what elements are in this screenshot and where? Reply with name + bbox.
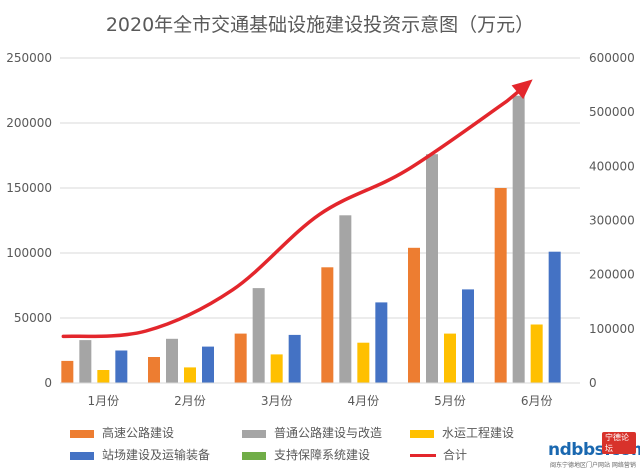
gridlines (60, 57, 580, 319)
x-tick-label: 1月份 (88, 394, 120, 408)
bar (357, 342, 370, 383)
legend-swatch (410, 429, 434, 438)
arrow-head (511, 79, 533, 100)
y2-tick-label: 400000 (589, 159, 635, 173)
total-series-line (61, 84, 527, 339)
bar (426, 154, 438, 383)
y2-tick-label: 100000 (589, 322, 635, 336)
legend-item: 水运工程建设 (410, 424, 514, 441)
bar (148, 357, 160, 383)
legend-label: 水运工程建设 (442, 426, 515, 440)
y2-tick-label: 600000 (589, 51, 635, 65)
axes: 0 50000 100000 150000 200000 250000 0 100000 200… (6, 51, 635, 408)
bar (166, 338, 178, 383)
bar (202, 346, 214, 383)
legend-swatch (242, 451, 266, 460)
bar (184, 367, 196, 383)
legend-label: 支持保障系统建设 (274, 448, 371, 462)
bar (288, 334, 301, 383)
watermark-badge: 宁德论坛 (602, 432, 636, 454)
legend-item: 高速公路建设 (70, 424, 174, 441)
bar (375, 302, 388, 383)
legend-item: 支持保障系统建设 (242, 446, 370, 463)
bar (530, 324, 543, 383)
bar (234, 333, 247, 383)
chart-title: 2020年全市交通基础设施建设投资示意图（万元） (105, 14, 535, 36)
legend-item: 普通公路建设与改造 (242, 424, 382, 441)
bar (444, 333, 456, 383)
y2-tick-label: 500000 (589, 105, 635, 119)
legend: 高速公路建设 普通公路建设与改造 水运工程建设站场建设及运输装备 支持保障系统建设 合计 (70, 424, 570, 468)
bar (270, 354, 283, 383)
y-tick-label: 50000 (14, 311, 52, 325)
x-tick-label: 5月份 (434, 394, 466, 408)
y-tick-label: 100000 (6, 246, 52, 260)
x-tick-label: 2月份 (174, 394, 206, 408)
y-tick-label: 200000 (6, 116, 52, 130)
watermark: ndbbs.com 宁德论坛 闽东宁德地区门户网站 网络营销 (536, 432, 640, 469)
bar (512, 95, 525, 383)
bar (115, 350, 128, 383)
bar (548, 251, 561, 383)
x-tick-label: 6月份 (521, 394, 553, 408)
legend-label: 高速公路建设 (102, 426, 175, 440)
y2-tick-label: 300000 (589, 214, 635, 228)
bar (97, 370, 110, 383)
bar (339, 215, 352, 383)
x-tick-label: 3月份 (261, 394, 293, 408)
legend-label: 普通公路建设与改造 (274, 426, 383, 440)
bar (61, 360, 74, 383)
y-tick-label: 250000 (6, 51, 52, 65)
legend-item: 合计 (410, 446, 467, 463)
bar (252, 288, 265, 383)
bar (462, 289, 474, 383)
x-tick-label: 4月份 (348, 394, 380, 408)
watermark-sub: 闽东宁德地区门户网站 网络营销 (550, 462, 636, 469)
total-line (61, 79, 533, 339)
legend-swatch (70, 451, 94, 460)
legend-label: 合计 (443, 448, 468, 462)
y2-tick-label: 0 (589, 376, 597, 390)
legend-swatch (242, 429, 266, 438)
bar (321, 267, 334, 383)
bar (408, 247, 420, 383)
legend-item: 站场建设及运输装备 (70, 446, 210, 463)
bars (61, 95, 561, 383)
legend-swatch (70, 429, 94, 438)
y-tick-label: 0 (44, 376, 52, 390)
y-tick-label: 150000 (6, 181, 52, 195)
legend-swatch (410, 454, 436, 457)
bar (494, 188, 507, 383)
legend-label: 站场建设及运输装备 (102, 448, 211, 462)
y2-tick-label: 200000 (589, 268, 635, 282)
bar (79, 340, 92, 383)
